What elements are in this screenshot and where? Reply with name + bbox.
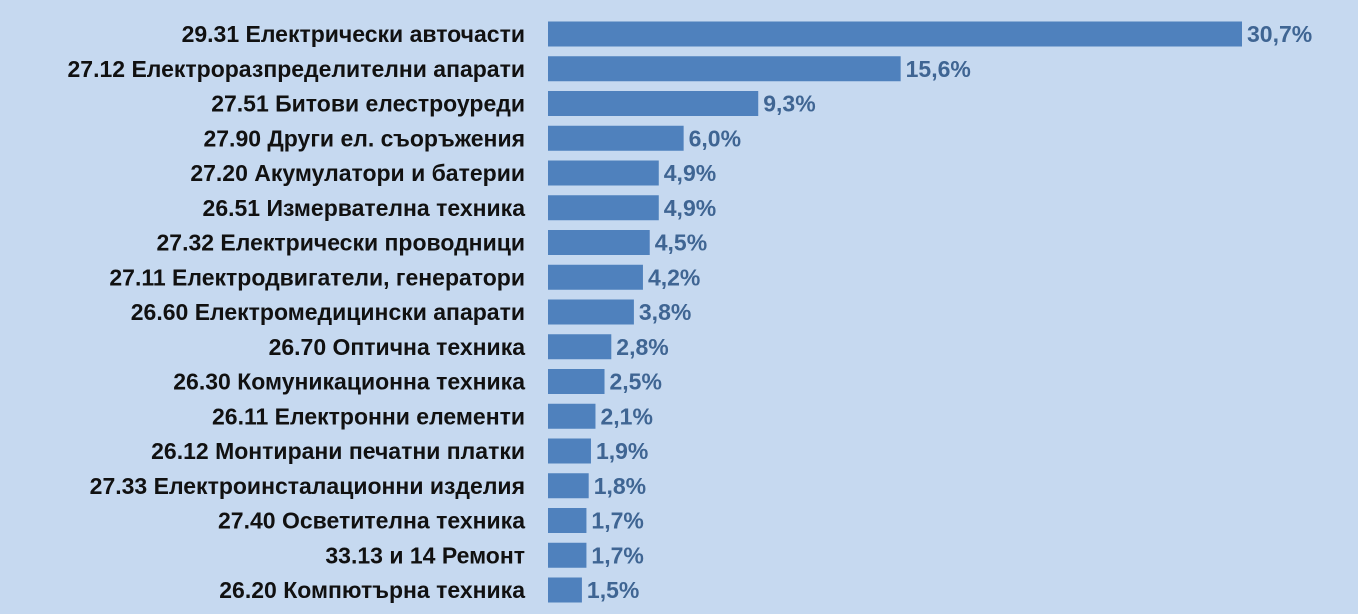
category-label: 26.12 Монтирани печатни платки [151,438,525,464]
category-label: 29.31 Електрически авточасти [182,21,525,47]
category-label: 33.13 и 14 Ремонт [325,542,525,568]
bar [548,91,759,116]
bar [548,125,684,151]
category-label: 27.32 Електрически проводници [156,230,525,256]
category-label: 27.40 Осветителна техника [218,508,525,534]
bar [548,369,605,394]
bar [548,299,634,325]
category-label: 26.70 Оптична техника [269,334,526,360]
category-label: 26.60 Електромедицински апарати [131,299,525,325]
value-label: 3,8% [639,299,691,325]
bar [548,577,582,603]
bar [548,473,589,499]
value-labels-group: 30,7% 15,6% 9,3% 6,0% 4,9% 4,9% 4,5% 4,2% 3,8% 2,… [587,21,1312,603]
value-label: 1,7% [591,508,643,534]
category-label: 27.51 Битови елестроуреди [211,91,525,117]
category-label: 27.20 Акумулатори и батерии [190,160,525,186]
bar [548,438,591,464]
category-label: 26.20 Компютърна техника [219,577,525,603]
value-label: 6,0% [689,125,741,151]
value-label: 30,7% [1247,21,1312,47]
bar [548,230,650,255]
category-label: 26.30 Комуникационна техника [173,369,525,395]
value-label: 1,7% [591,542,643,568]
category-label: 26.51 Измервателна техника [203,195,526,221]
value-label: 15,6% [906,56,971,82]
category-label: 27.33 Електроинсталационни изделия [90,473,525,499]
bar [548,195,659,221]
category-label: 27.90 Други ел. съоръжения [203,125,525,151]
value-label: 4,9% [664,195,716,221]
bar [548,403,596,429]
value-label: 2,5% [610,369,662,395]
value-label: 1,8% [594,473,646,499]
bars-group [548,21,1242,603]
bar [548,542,587,568]
category-label: 27.12 Електроразпределителни апарати [68,56,526,82]
bar [548,21,1242,47]
bar [548,264,643,290]
value-label: 1,9% [596,438,648,464]
value-label: 2,1% [600,403,652,429]
value-label: 4,2% [648,264,700,290]
category-labels-group: 29.31 Електрически авточасти 27.12 Електр… [68,21,526,603]
category-label: 27.11 Електродвигатели, генератори [109,264,525,290]
value-label: 1,5% [587,577,639,603]
category-label: 26.11 Електронни елементи [212,403,525,429]
bar [548,508,587,533]
value-label: 4,5% [655,230,707,256]
value-label: 4,9% [664,160,716,186]
bar [548,334,612,360]
bar [548,160,659,186]
value-label: 2,8% [616,334,668,360]
bar [548,56,901,82]
value-label: 9,3% [763,91,815,117]
